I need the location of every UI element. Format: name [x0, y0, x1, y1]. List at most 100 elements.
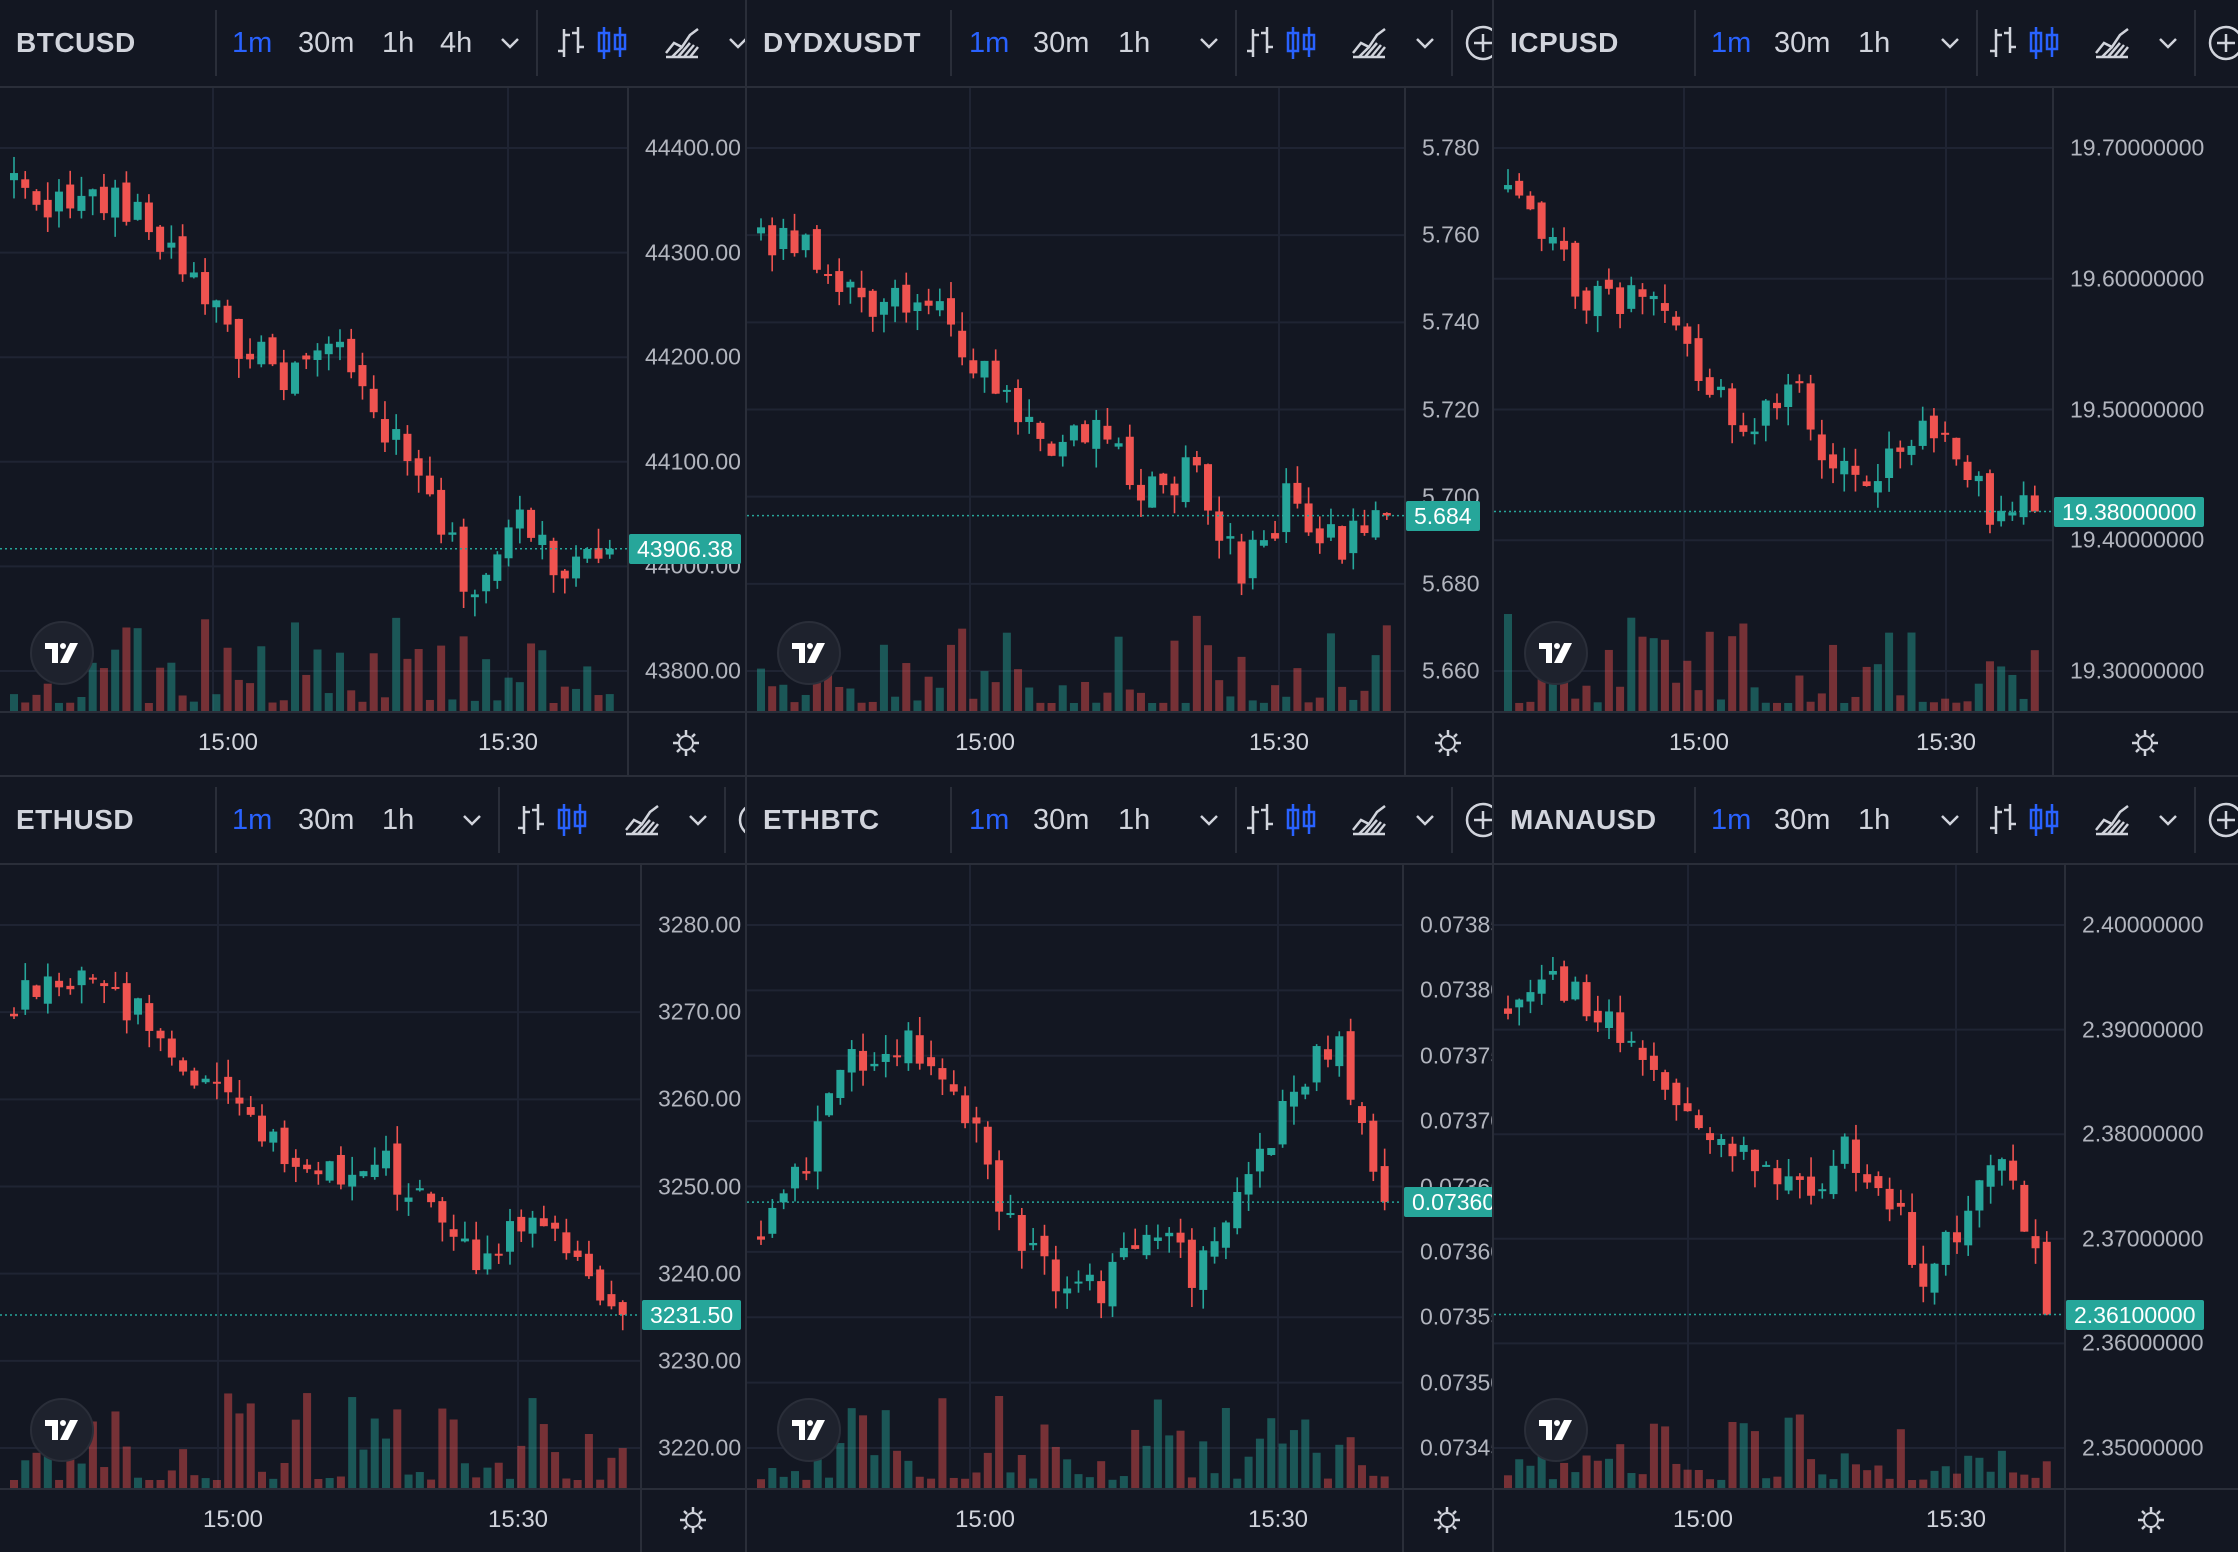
bar-chart-icon[interactable] [1239, 798, 1283, 842]
candlestick-chart[interactable] [0, 88, 745, 775]
timeframe-30m[interactable]: 30m [1774, 804, 1831, 836]
area-chart-icon[interactable] [660, 21, 704, 65]
tradingview-logo-icon[interactable] [777, 621, 841, 685]
price-axis-label: 0.073550 [1420, 1303, 1492, 1330]
timeframe-1m[interactable]: 1m [969, 27, 1010, 59]
timeframe-1h[interactable]: 1h [382, 27, 415, 59]
chevron-down-icon[interactable] [1928, 21, 1972, 65]
chevron-down-icon[interactable] [450, 798, 494, 842]
symbol-label[interactable]: DYDXUSDT [763, 27, 922, 58]
chart-panel-ethbtc[interactable]: ETHBTC 1m 30m 1h 0.073850 0.073800 0.073750 0.0… [747, 777, 1492, 1552]
chevron-down-icon[interactable] [716, 21, 745, 65]
timeframe-30m[interactable]: 30m [1774, 27, 1831, 59]
candle-body [1706, 1133, 1715, 1141]
symbol-label[interactable]: ETHUSD [16, 804, 135, 835]
add-plus-icon[interactable] [2204, 21, 2238, 65]
area-chart-icon[interactable] [1347, 21, 1391, 65]
volume-bar [212, 694, 221, 711]
add-plus-icon[interactable] [2204, 798, 2238, 842]
bar-chart-icon[interactable] [550, 21, 594, 65]
bar-chart-icon[interactable] [1982, 798, 2026, 842]
candlestick-icon[interactable] [2022, 798, 2066, 842]
timeframe-1h[interactable]: 1h [1118, 27, 1151, 59]
candlestick-chart[interactable] [747, 865, 1492, 1552]
area-chart-icon[interactable] [2090, 21, 2134, 65]
chart-panel-icpusd[interactable]: ICPUSD 1m 30m 1h 19.70000000 19.60000000 19.50… [1494, 0, 2238, 775]
candlestick-chart[interactable] [0, 865, 745, 1552]
volume-bar [77, 696, 86, 711]
volume-bar [1582, 685, 1591, 711]
candle-body [549, 540, 558, 576]
symbol-label[interactable]: MANAUSD [1510, 804, 1657, 835]
gear-icon[interactable] [1433, 728, 1463, 758]
bar-chart-icon[interactable] [510, 798, 554, 842]
bar-chart-icon[interactable] [1239, 21, 1283, 65]
chart-panel-btcusd[interactable]: BTCUSD 1m 30m 1h 4h 44400.00 44300.00 44200.00 4… [0, 0, 745, 775]
volume-bar [515, 682, 524, 711]
area-chart-icon[interactable] [2090, 798, 2134, 842]
chart-panel-manausd[interactable]: MANAUSD 1m 30m 1h 2.40000000 2.39000000 2.3800… [1494, 777, 2238, 1552]
chevron-down-icon[interactable] [488, 21, 532, 65]
timeframe-1m[interactable]: 1m [1711, 804, 1752, 836]
gear-icon[interactable] [2136, 1505, 2166, 1535]
chevron-down-icon[interactable] [1403, 798, 1447, 842]
volume-bar [1058, 685, 1067, 711]
symbol-label[interactable]: BTCUSD [16, 27, 136, 58]
chevron-down-icon[interactable] [1187, 798, 1231, 842]
timeframe-1h[interactable]: 1h [382, 804, 415, 836]
candlestick-icon[interactable] [1279, 798, 1323, 842]
bar-chart-icon[interactable] [1982, 21, 2026, 65]
tradingview-logo-icon[interactable] [1524, 621, 1588, 685]
timeframe-1m[interactable]: 1m [232, 804, 273, 836]
candlestick-icon[interactable] [2022, 21, 2066, 65]
chevron-down-icon[interactable] [1403, 21, 1447, 65]
timeframe-1m[interactable]: 1m [232, 27, 273, 59]
timeframe-1m[interactable]: 1m [1711, 27, 1752, 59]
add-plus-icon[interactable] [734, 798, 745, 842]
timeframe-30m[interactable]: 30m [298, 804, 355, 836]
candlestick-chart[interactable] [747, 88, 1492, 775]
chevron-down-icon[interactable] [676, 798, 720, 842]
chart-panel-ethusd[interactable]: ETHUSD 1m 30m 1h 3280.00 3270.00 3260.00 3250.0… [0, 777, 745, 1552]
timeframe-30m[interactable]: 30m [1033, 27, 1090, 59]
symbol-label[interactable]: ICPUSD [1510, 27, 1619, 58]
add-plus-icon[interactable] [1461, 21, 1492, 65]
candle-body [1537, 979, 1546, 994]
candlestick-icon[interactable] [1279, 21, 1323, 65]
timeframe-1h[interactable]: 1h [1858, 804, 1891, 836]
gear-icon[interactable] [1432, 1505, 1462, 1535]
tradingview-logo-icon[interactable] [30, 1398, 94, 1462]
timeframe-30m[interactable]: 30m [1033, 804, 1090, 836]
candlestick-icon[interactable] [590, 21, 634, 65]
chevron-down-icon[interactable] [1928, 798, 1972, 842]
area-chart-icon[interactable] [620, 798, 664, 842]
chart-panel-dydxusdt[interactable]: DYDXUSDT 1m 30m 1h 5.780 5.760 5.740 5.720 5.700… [747, 0, 1492, 775]
tradingview-logo-icon[interactable] [777, 1398, 841, 1462]
timeframe-30m[interactable]: 30m [298, 27, 355, 59]
candle-body [768, 225, 777, 256]
gear-icon[interactable] [671, 728, 701, 758]
volume-bar [1119, 1476, 1128, 1488]
tradingview-logo-icon[interactable] [1524, 1398, 1588, 1462]
chevron-down-icon[interactable] [2146, 798, 2190, 842]
volume-bar [1807, 1459, 1816, 1488]
chevron-down-icon[interactable] [1187, 21, 1231, 65]
gear-icon[interactable] [2130, 728, 2160, 758]
candle-body [1006, 1213, 1015, 1216]
candle-body [594, 548, 603, 559]
tradingview-logo-icon[interactable] [30, 621, 94, 685]
chevron-down-icon[interactable] [2146, 21, 2190, 65]
gear-icon[interactable] [678, 1505, 708, 1535]
symbol-label[interactable]: ETHBTC [763, 804, 880, 835]
candlestick-icon[interactable] [550, 798, 594, 842]
area-chart-icon[interactable] [1347, 798, 1391, 842]
timeframe-1m[interactable]: 1m [969, 804, 1010, 836]
candle-body [801, 234, 810, 251]
candlestick-chart[interactable] [1494, 88, 2238, 775]
timeframe-4h[interactable]: 4h [440, 27, 473, 59]
time-axis-label: 15:30 [1247, 1506, 1309, 1533]
candlestick-chart[interactable] [1494, 865, 2238, 1552]
timeframe-1h[interactable]: 1h [1858, 27, 1891, 59]
timeframe-1h[interactable]: 1h [1118, 804, 1151, 836]
add-plus-icon[interactable] [1461, 798, 1492, 842]
